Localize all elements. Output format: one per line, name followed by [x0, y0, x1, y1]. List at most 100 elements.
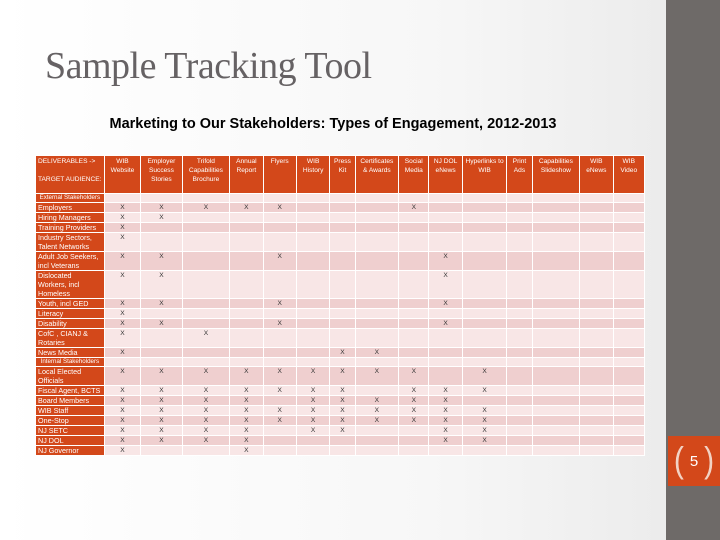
row-label: Training Providers: [35, 222, 105, 233]
table-cell: [181, 445, 231, 456]
table-cell: X: [329, 385, 356, 396]
table-cell: X: [103, 445, 142, 456]
table-cell: [329, 308, 356, 319]
table-cell: [579, 366, 614, 386]
table-cell: X: [398, 385, 430, 396]
table-cell: X: [354, 415, 400, 426]
table-cell: [295, 308, 331, 319]
table-cell: [329, 357, 356, 367]
table-cell: [428, 202, 463, 213]
table-cell: [329, 212, 356, 223]
table-cell: [579, 308, 614, 319]
table-cell: [262, 212, 297, 223]
table-cell: [354, 212, 400, 223]
column-header: Flyers: [262, 155, 297, 194]
table-cell: X: [181, 328, 231, 348]
row-label: News Media: [35, 347, 105, 358]
row-label: Fiscal Agent, BCTS: [35, 385, 105, 396]
row-label: Youth, incl GED: [35, 298, 105, 309]
table-row: NJ Governor X X: [35, 445, 645, 456]
column-header: Hyperlinks to WIB: [461, 155, 508, 194]
table-cell: [531, 308, 581, 319]
table-cell: X: [103, 347, 142, 358]
table-cell: [398, 270, 430, 299]
table-cell: [531, 232, 581, 252]
table-cell: [506, 357, 533, 367]
table-cell: [140, 308, 183, 319]
table-cell: [262, 308, 297, 319]
table-cell: X: [103, 212, 142, 223]
row-label: Adult Job Seekers, incl Veterans: [35, 251, 105, 271]
row-label: CofC , CIANJ & Rotaries: [35, 328, 105, 348]
table-cell: X: [229, 366, 264, 386]
table-cell: [295, 232, 331, 252]
row-label: Literacy: [35, 308, 105, 319]
table-cell: [181, 212, 231, 223]
section-label: External Stakeholders: [35, 193, 105, 203]
table-cell: [461, 318, 508, 329]
table-cell: [506, 270, 533, 299]
row-label: NJ Governor: [35, 445, 105, 456]
table-cell: X: [140, 395, 183, 406]
row-label: Hiring Managers: [35, 212, 105, 223]
table-row: One-Stop X X X X X X X X X X X: [35, 415, 645, 426]
table-row: WIB Staff X X X X X X X X X X X: [35, 405, 645, 416]
corner-header: DELIVERABLES -> TARGET AUDIENCE:: [35, 155, 105, 194]
table-cell: X: [428, 298, 463, 309]
column-header: Social Media: [398, 155, 430, 194]
table-cell: [531, 251, 581, 271]
table-cell: [461, 298, 508, 309]
table-cell: X: [103, 202, 142, 213]
table-cell: [579, 202, 614, 213]
table-cell: X: [398, 415, 430, 426]
table-cell: [295, 298, 331, 309]
table-cell: [398, 193, 430, 203]
row-label: Board Members: [35, 395, 105, 406]
table-row: Adult Job Seekers, incl Veterans X X X X: [35, 251, 645, 271]
table-cell: [354, 318, 400, 329]
table-cell: [354, 308, 400, 319]
table-cell: [229, 193, 264, 203]
table-cell: [398, 308, 430, 319]
table-cell: [612, 298, 645, 309]
row-label: Local Elected Officials: [35, 366, 105, 386]
row-label: NJ SETC: [35, 425, 105, 436]
row-label: Disability: [35, 318, 105, 329]
table-cell: [579, 445, 614, 456]
table-cell: X: [181, 366, 231, 386]
table-cell: X: [229, 445, 264, 456]
table-cell: [531, 222, 581, 233]
table-cell: [398, 445, 430, 456]
table-cell: [181, 232, 231, 252]
table-cell: [531, 202, 581, 213]
table-cell: [579, 212, 614, 223]
table-row: NJ SETC X X X X X X X X: [35, 425, 645, 436]
table-cell: [329, 298, 356, 309]
table-cell: [295, 318, 331, 329]
table-cell: [103, 357, 142, 367]
table-cell: [461, 212, 508, 223]
table-cell: [506, 328, 533, 348]
table-cell: X: [461, 385, 508, 396]
table-cell: [181, 222, 231, 233]
table-cell: [461, 193, 508, 203]
table-cell: [531, 405, 581, 416]
table-cell: [398, 425, 430, 436]
table-cell: X: [229, 435, 264, 446]
table-cell: [506, 425, 533, 436]
table-cell: [329, 328, 356, 348]
table-cell: [579, 222, 614, 233]
table-cell: [506, 222, 533, 233]
table-cell: X: [181, 385, 231, 396]
table-cell: X: [140, 212, 183, 223]
table-cell: [329, 318, 356, 329]
table-cell: [428, 445, 463, 456]
table-cell: [428, 328, 463, 348]
table-cell: [262, 232, 297, 252]
column-header: Capabilities Slideshow: [531, 155, 581, 194]
slide-title: Sample Tracking Tool: [45, 45, 372, 87]
table-cell: [354, 202, 400, 213]
page-number: 5: [689, 452, 699, 470]
table-cell: [398, 357, 430, 367]
table-cell: X: [103, 251, 142, 271]
